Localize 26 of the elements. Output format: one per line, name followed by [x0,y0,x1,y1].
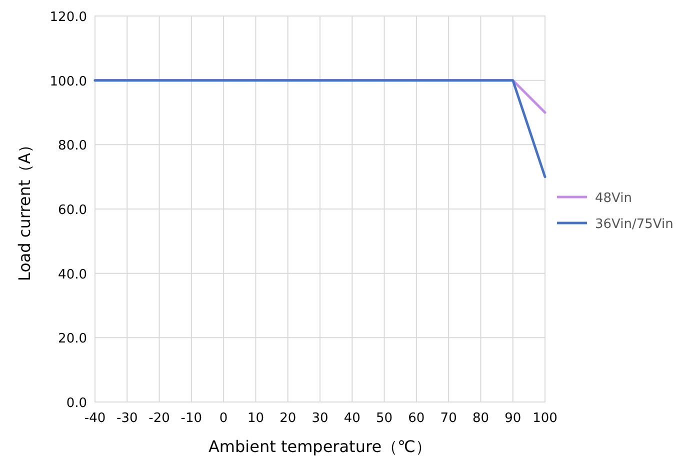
x-tick-label: 100 [532,411,558,426]
y-tick-label: 60.0 [58,203,87,218]
x-tick-label: 0 [219,411,228,426]
x-tick-label: 80 [472,411,489,426]
x-tick-label: -30 [116,411,138,426]
x-tick-label: 70 [440,411,457,426]
x-tick-label: -40 [84,411,106,426]
x-tick-label: -20 [148,411,170,426]
x-tick-label: 20 [280,411,296,426]
x-tick-label: -10 [180,411,202,426]
x-tick-label: 50 [376,411,393,426]
legend-label: 36Vin/75Vin [595,217,674,232]
y-tick-label: 80.0 [58,138,87,154]
y-tick-label: 100.0 [50,74,87,90]
x-tick-label: 60 [408,411,425,426]
y-axis-title: Load current（A） [15,136,34,282]
x-tick-label: 10 [247,411,264,426]
y-tick-label: 0.0 [66,396,87,411]
x-tick-label: 90 [504,411,522,426]
y-tick-label: 40.0 [58,267,87,282]
x-axis-title: Ambient temperature（℃） [208,437,432,456]
y-tick-label: 20.0 [58,332,87,347]
legend-label: 48Vin [595,191,632,206]
x-tick-label: 40 [344,411,360,426]
x-tick-label: 30 [312,411,328,426]
y-tick-label: 120.0 [50,10,87,25]
